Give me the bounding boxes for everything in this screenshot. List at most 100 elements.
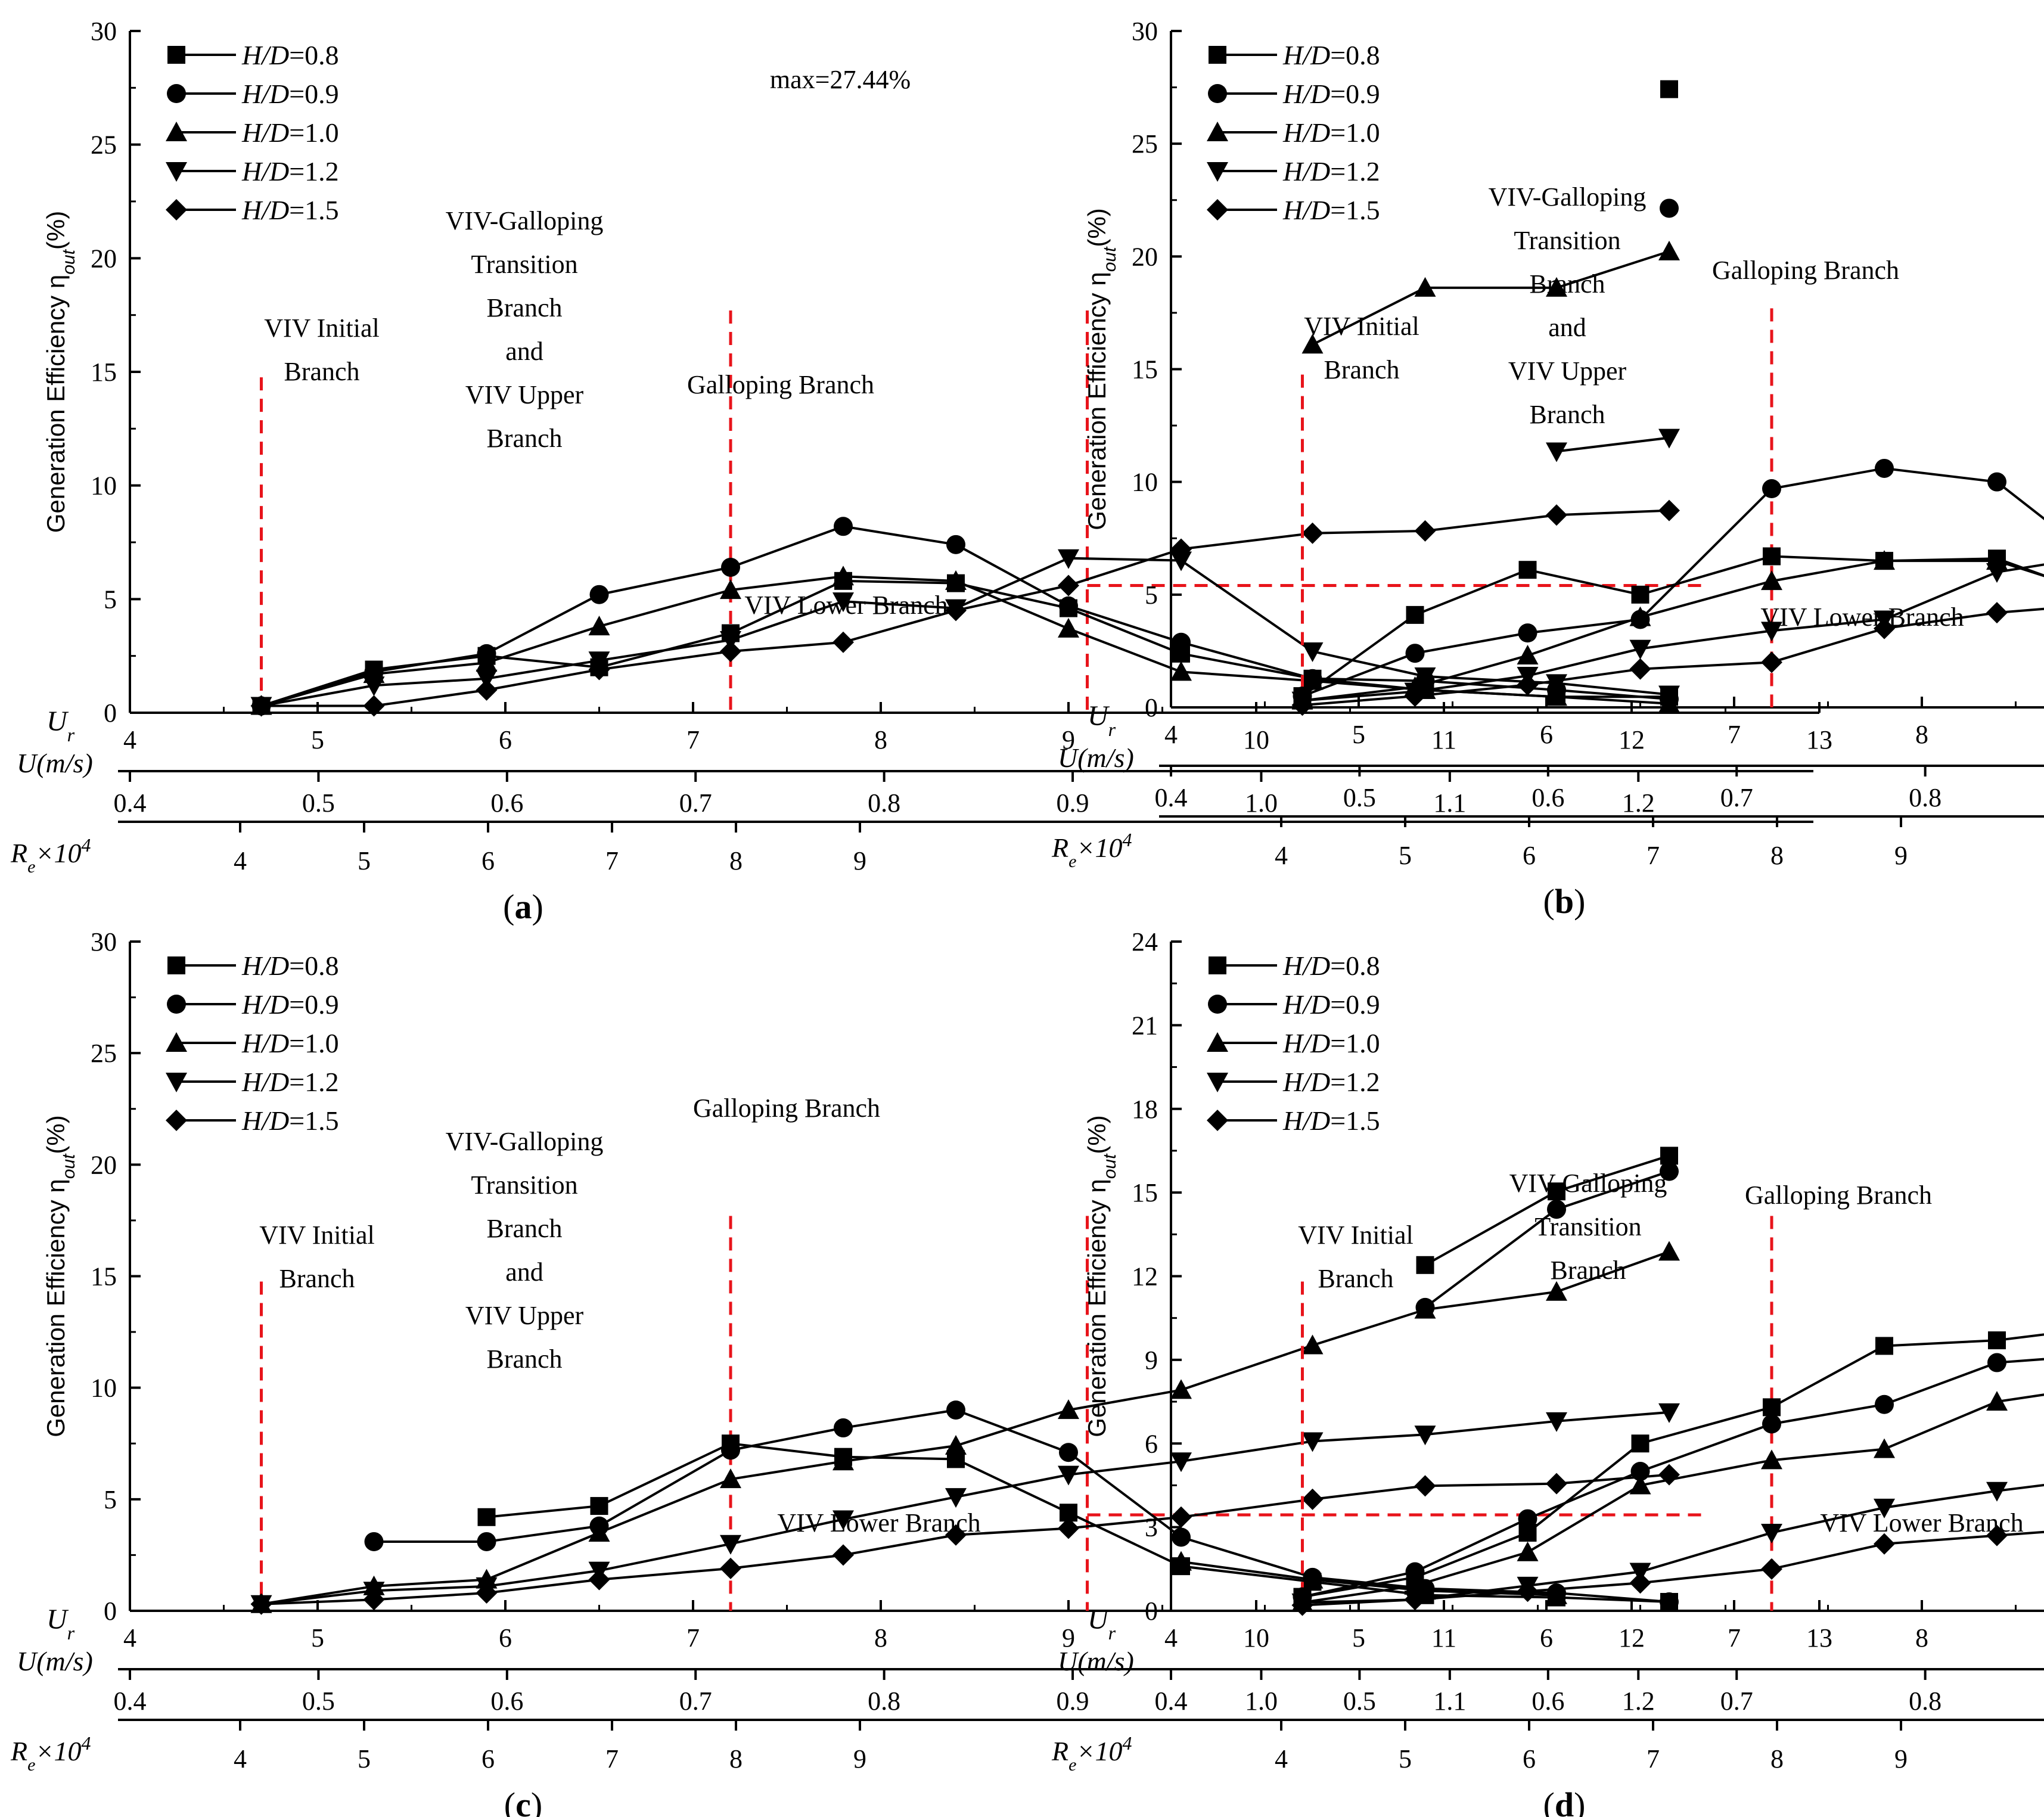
region-label: VIV Initial Branch <box>259 1220 375 1293</box>
u-tick-label: 0.4 <box>1155 783 1188 812</box>
legend-marker <box>1209 956 1226 974</box>
data-point <box>1170 1379 1192 1399</box>
data-point <box>1631 1434 1650 1453</box>
u-tick-label: 0.8 <box>1909 783 1942 812</box>
ur-tick-label: 13 <box>1806 1623 1832 1653</box>
ur-tick-label: 4 <box>1164 720 1178 749</box>
data-point <box>1763 547 1781 566</box>
region-label-line: VIV Lower Branch <box>744 591 948 620</box>
legend-prefix: H/D <box>241 1105 289 1136</box>
data-point <box>1301 1432 1324 1452</box>
re-tick-label: 6 <box>482 846 495 875</box>
re-tick-label: 9 <box>1894 1744 1908 1773</box>
series-line <box>1302 1393 2044 1604</box>
ur-tick-label: 6 <box>1540 1623 1553 1653</box>
data-point <box>1546 1473 1567 1495</box>
re-tick-label: 5 <box>358 1744 371 1773</box>
ur-tick-label: 4 <box>123 1623 136 1653</box>
data-point <box>1629 658 1651 680</box>
re-tick-label: 6 <box>482 1744 495 1773</box>
ur-tick-label: 6 <box>1540 720 1553 749</box>
region-label-line: Branch <box>1550 1256 1626 1285</box>
data-point <box>1762 1414 1781 1434</box>
ur-tick-label: 11 <box>1431 1623 1456 1653</box>
y-tick-label: 0 <box>1145 1597 1158 1626</box>
data-point <box>589 585 609 604</box>
caption-letter: d <box>1555 1785 1574 1817</box>
y-tick-label: 20 <box>91 1150 117 1179</box>
re-tick-label: 7 <box>1647 1744 1660 1773</box>
data-point <box>1301 1568 1324 1589</box>
u-tick-label: 0.5 <box>302 788 335 818</box>
data-point <box>946 1400 965 1420</box>
region-label-line: Branch <box>486 1214 562 1243</box>
data-point <box>832 1451 854 1471</box>
legend-prefix: H/D <box>1282 117 1330 148</box>
legend-value: =1.0 <box>289 117 338 148</box>
data-point <box>1170 551 1192 571</box>
legend-value: =0.8 <box>1330 951 1380 981</box>
series-H/D=1.5 <box>250 1464 1680 1615</box>
data-point <box>1761 1523 1782 1543</box>
legend-marker <box>1207 1110 1228 1131</box>
legend-marker <box>1208 995 1227 1014</box>
ur-tick-label: 5 <box>1352 720 1365 749</box>
region-label-line: Galloping Branch <box>1712 256 1899 285</box>
legend-item: H/D=1.5 <box>1207 195 1380 225</box>
ur-tick-label: 11 <box>1431 725 1456 754</box>
y-tick-label: 30 <box>91 17 117 46</box>
data-point <box>946 535 965 554</box>
legend-value: =1.5 <box>1330 1105 1380 1136</box>
legend-marker <box>166 122 187 141</box>
data-point <box>1874 1533 1895 1555</box>
ur-tick-label: 7 <box>1728 720 1741 749</box>
legend-value: =0.8 <box>1330 40 1380 70</box>
y-tick-label: 5 <box>104 1485 117 1514</box>
u-tick-label: 0.4 <box>114 1686 147 1716</box>
data-point <box>1874 550 1895 570</box>
data-point <box>1658 1241 1680 1261</box>
legend-label: H/D=0.9 <box>241 989 339 1020</box>
data-point <box>1658 499 1680 521</box>
legend-item: H/D=1.2 <box>1207 156 1380 187</box>
ur-tick-label: 8 <box>874 1623 887 1653</box>
ur-tick-label: 6 <box>499 1623 512 1653</box>
y-tick-label: 15 <box>91 358 117 387</box>
re-tick-label: 9 <box>853 846 866 875</box>
legend-item: H/D=1.2 <box>166 156 339 187</box>
re-axis-title: Re×104 <box>10 834 91 877</box>
data-point <box>250 1593 272 1615</box>
data-point <box>1058 574 1079 597</box>
u-tick-label: 1.1 <box>1433 1686 1466 1716</box>
legend-value: =1.0 <box>1330 117 1380 148</box>
data-point <box>1170 661 1192 681</box>
y-tick-label: 15 <box>1132 355 1158 384</box>
y-axis-title: Generation Efficiency ηout(%) <box>1083 1115 1120 1437</box>
re-label-sub: e <box>27 857 35 877</box>
data-point <box>1547 1200 1566 1219</box>
ur-label-sub: r <box>67 724 75 746</box>
region-label-line: VIV Upper <box>465 380 584 409</box>
y-axis-title-main: Generation Efficiency η <box>42 1179 70 1437</box>
data-point <box>1404 685 1426 707</box>
legend-marker <box>167 956 185 974</box>
legend-item: H/D=1.0 <box>1207 1028 1380 1058</box>
y-tick-label: 10 <box>91 1374 117 1403</box>
series-H/D=0.8 <box>477 1147 1678 1611</box>
u-axis-title: U(m/s) <box>1058 743 1134 773</box>
data-point <box>1986 1481 2008 1502</box>
region-label-line: Branch <box>486 293 562 322</box>
data-point <box>1986 602 2008 624</box>
legend-item: H/D=1.0 <box>166 117 339 148</box>
data-point <box>1658 428 1680 449</box>
data-point <box>1518 623 1537 643</box>
ur-tick-label: 8 <box>1915 1623 1928 1653</box>
data-point <box>1414 1299 1436 1319</box>
u-tick-label: 1.2 <box>1622 1686 1655 1716</box>
caption-open: ( <box>1543 882 1555 921</box>
data-point <box>1405 1562 1425 1582</box>
series-line <box>261 509 1670 707</box>
re-tick-label: 9 <box>853 1744 866 1773</box>
y-tick-label: 30 <box>1132 17 1158 46</box>
data-point <box>1170 1551 1192 1571</box>
